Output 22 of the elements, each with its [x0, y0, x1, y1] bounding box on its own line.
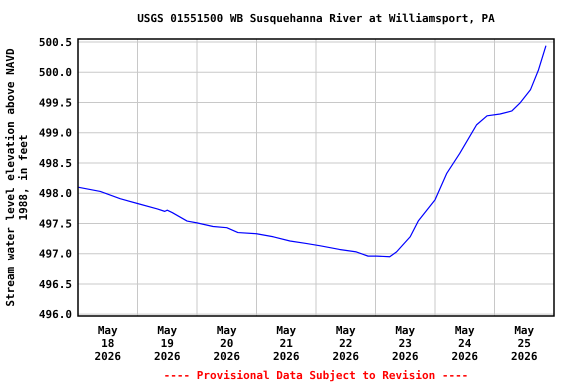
- y-tick-label: 499.0: [38, 126, 72, 140]
- y-tick-label: 498.0: [38, 187, 72, 200]
- text: ---- Provisional Data Subject to Revision ----: [164, 369, 468, 382]
- x-tick-label: May 19 2026: [154, 324, 181, 363]
- y-tick-label: 500.5: [38, 36, 72, 49]
- x-tick-label: May 23 2026: [392, 324, 419, 363]
- y-tick-label: 500.0: [38, 66, 72, 80]
- y-tick-label: 497.0: [38, 248, 72, 261]
- y-tick-label: 499.5: [38, 96, 72, 110]
- x-tick-label: May 18 2026: [94, 324, 122, 363]
- x-tick-label: May 21 2026: [273, 324, 300, 363]
- y-tick-label: 497.5: [38, 217, 72, 230]
- chart-title: USGS 01551500 WB Susquehanna River at Williamsport, PA: [137, 12, 496, 25]
- y-axis-title: Stream water level elevation above NAVD 1988, in feet: [4, 48, 30, 307]
- x-tick-label: May 24 2026: [452, 324, 478, 363]
- x-tick-label: May 22 2026: [332, 324, 360, 363]
- x-tick-label: May 25 2026: [511, 324, 538, 363]
- x-tick-label: May 20 2026: [214, 324, 240, 363]
- y-tick-label: 496.0: [38, 308, 72, 322]
- line-series: [77, 45, 547, 258]
- y-tick-label: 496.5: [38, 278, 72, 291]
- y-tick-label: 498.5: [38, 156, 72, 170]
